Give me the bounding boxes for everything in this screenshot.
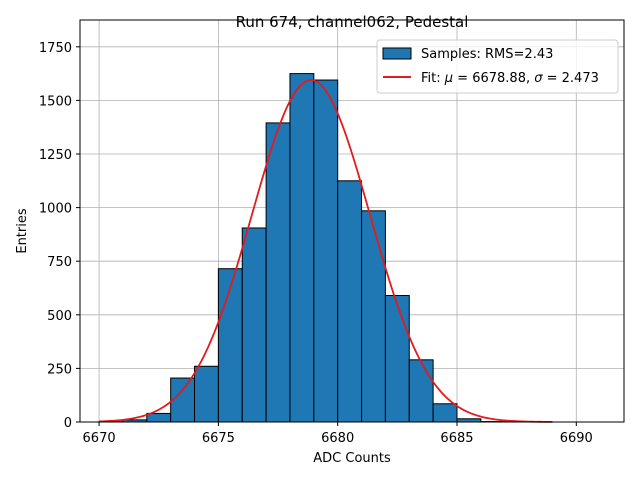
legend-label-samples: Samples: RMS=2.43: [421, 47, 553, 62]
legend-box: [376, 39, 619, 94]
histogram-bar: [408, 359, 434, 423]
legend-swatch-samples: [382, 47, 412, 60]
x-axis-ticks: 6670 6675 6680 6685 6690: [83, 422, 593, 446]
y-tick-label: 1750: [39, 41, 72, 56]
y-tick-label: 750: [47, 255, 72, 270]
x-tick-label: 6675: [202, 431, 235, 446]
histogram-bar: [170, 377, 196, 423]
plot-frame: [79, 19, 625, 423]
histogram-bar: [241, 227, 267, 423]
x-tick-label: 6690: [560, 431, 593, 446]
chart-title: Run 674, channel062, Pedestal: [236, 13, 469, 31]
histogram-bar: [361, 210, 386, 423]
y-tick-label: 1500: [39, 94, 72, 109]
histogram-bar: [313, 79, 339, 423]
x-axis-label: ADC Counts: [313, 451, 391, 466]
y-tick-label: 1000: [39, 202, 72, 217]
histogram-bars: [98, 73, 506, 423]
y-axis-ticks: 0 250 500 750 1000 1250 1500 1750: [39, 41, 80, 431]
x-tick-label: 6670: [83, 431, 116, 446]
histogram-bar: [384, 295, 410, 423]
histogram-bar: [289, 73, 315, 423]
histogram-bar: [146, 412, 172, 423]
y-tick-label: 0: [64, 416, 72, 431]
fit-curve-layer: [99, 79, 553, 423]
histogram-bar: [217, 268, 243, 423]
histogram-bar: [337, 180, 363, 423]
histogram-bar: [194, 365, 219, 423]
y-axis-label: Entries: [15, 208, 30, 254]
x-tick-label: 6680: [321, 431, 354, 446]
legend: Samples: RMS=2.43 Fit: μ = 6678.88, σ = …: [376, 39, 619, 94]
gaussian-fit-curve: [99, 79, 553, 423]
legend-label-fit: Fit: μ = 6678.88, σ = 2.473: [421, 71, 599, 86]
y-tick-label: 500: [47, 309, 72, 324]
histogram-bar: [432, 403, 458, 423]
y-tick-label: 1250: [39, 148, 72, 163]
histogram-bar: [265, 122, 291, 423]
y-tick-label: 250: [47, 362, 72, 377]
x-tick-label: 6685: [440, 431, 473, 446]
